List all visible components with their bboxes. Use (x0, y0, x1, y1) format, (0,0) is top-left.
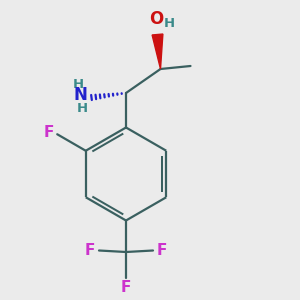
Text: F: F (121, 280, 131, 296)
Text: F: F (85, 243, 95, 258)
Text: N: N (73, 86, 87, 104)
Text: H: H (163, 16, 175, 30)
Polygon shape (152, 34, 163, 69)
Text: F: F (43, 125, 54, 140)
Text: H: H (72, 77, 84, 91)
Text: H: H (76, 101, 88, 115)
Text: O: O (149, 11, 163, 28)
Text: F: F (157, 243, 167, 258)
